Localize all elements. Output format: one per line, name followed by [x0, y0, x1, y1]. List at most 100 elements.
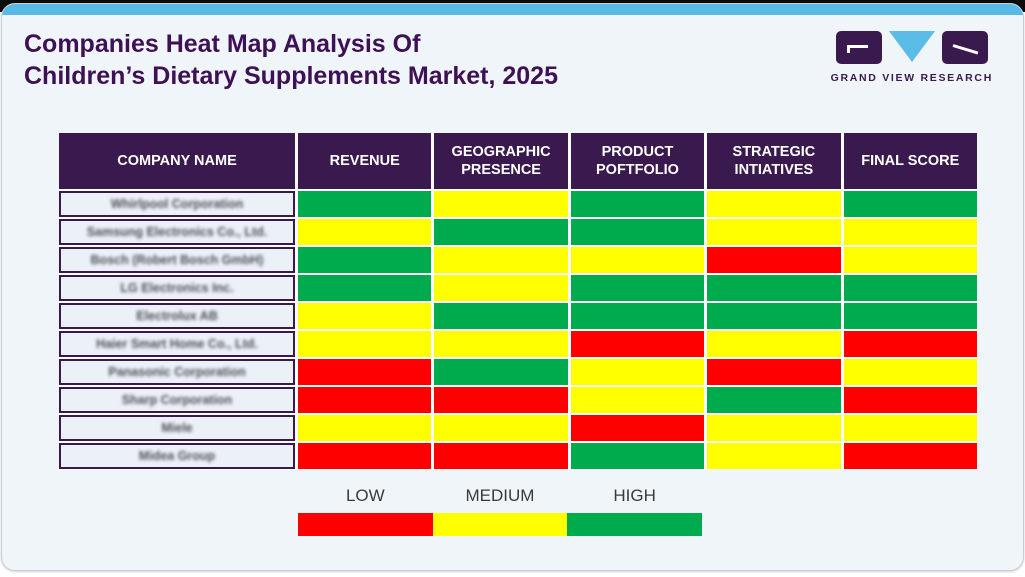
- column-header-product-poftfolio: PRODUCT POFTFOLIO: [570, 133, 705, 189]
- heat-cell-final-score-low: [843, 331, 977, 357]
- heat-cell-product-poftfolio-high: [570, 443, 705, 469]
- table-row: Whirlpool Corporation: [59, 190, 977, 218]
- accent-bar: [2, 4, 1023, 15]
- heat-cell-final-score-high: [843, 275, 977, 301]
- heat-cell-final-score-high: [843, 303, 977, 329]
- page-title: Companies Heat Map Analysis Of Children’…: [24, 28, 558, 92]
- company-name-cell: Samsung Electronics Co., Ltd.: [59, 219, 295, 245]
- company-name-cell: Miele: [59, 415, 295, 441]
- company-name: Bosch (Robert Bosch GmbH): [90, 253, 264, 267]
- table-row: Miele: [59, 414, 977, 442]
- heat-cell-geographic-presence-medium: [434, 415, 568, 441]
- heat-cell-strategic-intiatives-medium: [707, 415, 841, 441]
- logo-r-icon: [941, 31, 988, 64]
- legend-label-low: LOW: [345, 486, 385, 505]
- heat-cell-strategic-intiatives-high: [707, 387, 841, 413]
- heat-cell-revenue-medium: [298, 303, 432, 329]
- table-body: Whirlpool Corporation Samsung Electronics…: [59, 190, 977, 470]
- heat-cell-geographic-presence-high: [434, 219, 568, 245]
- heat-cell-geographic-presence-low: [434, 387, 568, 413]
- heat-cell-strategic-intiatives-high: [707, 275, 841, 301]
- page-title-line2: Children’s Dietary Supplements Market, 2…: [24, 62, 558, 90]
- table-row: Samsung Electronics Co., Ltd.: [59, 218, 977, 246]
- heat-cell-revenue-medium: [298, 331, 432, 357]
- heat-cell-strategic-intiatives-medium: [707, 219, 841, 245]
- heat-cell-revenue-low: [298, 387, 432, 413]
- company-name-cell: LG Electronics Inc.: [59, 275, 295, 301]
- header-row: Companies Heat Map Analysis Of Children’…: [2, 15, 1023, 92]
- heat-cell-final-score-medium: [843, 219, 977, 245]
- heat-cell-product-poftfolio-medium: [570, 247, 705, 273]
- heat-cell-product-poftfolio-medium: [570, 387, 705, 413]
- table-row: Sharp Corporation: [59, 386, 977, 414]
- column-header-final-score: FINAL SCORE: [843, 133, 977, 189]
- company-name-cell: Sharp Corporation: [59, 387, 295, 413]
- heat-cell-final-score-high: [843, 191, 977, 217]
- heat-cell-geographic-presence-medium: [434, 191, 568, 217]
- heat-cell-product-poftfolio-medium: [570, 359, 705, 385]
- legend-label-medium: MEDIUM: [465, 486, 535, 505]
- legend: LOW MEDIUM HIGH: [298, 486, 702, 536]
- page-title-line1: Companies Heat Map Analysis Of: [24, 30, 421, 58]
- legend-swatch-medium: [432, 513, 568, 536]
- column-header-revenue: REVENUE: [298, 133, 432, 189]
- heat-cell-geographic-presence-high: [434, 303, 568, 329]
- heat-cell-product-poftfolio-high: [570, 303, 705, 329]
- heat-cell-revenue-high: [298, 275, 432, 301]
- company-name: Sharp Corporation: [121, 393, 233, 407]
- table-row: Midea Group: [59, 442, 977, 470]
- column-header-geographic-presence: GEOGRAPHIC PRESENCE: [434, 133, 568, 189]
- heat-cell-strategic-intiatives-low: [707, 247, 841, 273]
- heat-cell-product-poftfolio-high: [570, 275, 705, 301]
- report-card: Companies Heat Map Analysis Of Children’…: [1, 3, 1024, 571]
- company-name: Electrolux AB: [136, 309, 218, 323]
- legend-labels: LOW MEDIUM HIGH: [298, 486, 702, 506]
- heat-cell-revenue-medium: [298, 415, 432, 441]
- heat-cell-geographic-presence-high: [434, 359, 568, 385]
- legend-swatch-low: [298, 513, 433, 536]
- heat-cell-final-score-medium: [843, 359, 977, 385]
- company-name-cell: Midea Group: [59, 443, 295, 469]
- company-name: Midea Group: [138, 449, 216, 463]
- heat-cell-strategic-intiatives-medium: [707, 331, 841, 357]
- heat-cell-strategic-intiatives-medium: [707, 443, 841, 469]
- heat-cell-strategic-intiatives-low: [707, 359, 841, 385]
- logo-v-icon: [888, 31, 935, 62]
- heat-cell-strategic-intiatives-high: [707, 303, 841, 329]
- logo-wordmark: GRAND VIEW RESEARCH: [830, 72, 993, 84]
- heat-cell-final-score-low: [843, 443, 977, 469]
- heat-cell-revenue-low: [298, 443, 432, 469]
- logo-g-icon: [835, 31, 882, 64]
- heat-cell-revenue-high: [298, 247, 432, 273]
- heat-cell-revenue-medium: [298, 219, 432, 245]
- column-header-strategic-intiatives: STRATEGIC INTIATIVES: [707, 133, 841, 189]
- heat-cell-revenue-high: [298, 191, 432, 217]
- company-name: Miele: [161, 421, 193, 435]
- company-name: LG Electronics Inc.: [120, 281, 234, 295]
- heat-cell-geographic-presence-low: [434, 443, 568, 469]
- company-name: Samsung Electronics Co., Ltd.: [86, 225, 268, 239]
- heat-cell-product-poftfolio-low: [570, 331, 705, 357]
- heat-cell-product-poftfolio-high: [570, 219, 705, 245]
- company-name: Whirlpool Corporation: [110, 197, 244, 211]
- company-name: Panasonic Corporation: [108, 365, 246, 379]
- company-name-cell: Electrolux AB: [59, 303, 295, 329]
- legend-swatch-high: [567, 513, 702, 536]
- gvr-logo-shapes: [835, 31, 988, 64]
- company-name-cell: Bosch (Robert Bosch GmbH): [59, 247, 295, 273]
- heat-cell-geographic-presence-medium: [434, 331, 568, 357]
- table-row: LG Electronics Inc.: [59, 274, 977, 302]
- heat-cell-final-score-low: [843, 387, 977, 413]
- heat-cell-geographic-presence-medium: [434, 247, 568, 273]
- gvr-logo: GRAND VIEW RESEARCH: [831, 31, 993, 84]
- company-name-cell: Haier Smart Home Co., Ltd.: [59, 331, 295, 357]
- heat-cell-product-poftfolio-low: [570, 415, 705, 441]
- heat-cell-product-poftfolio-high: [570, 191, 705, 217]
- legend-bar: [298, 513, 702, 536]
- legend-label-high: HIGH: [613, 486, 656, 505]
- table-row: Bosch (Robert Bosch GmbH): [59, 246, 977, 274]
- table-row: Haier Smart Home Co., Ltd.: [59, 330, 977, 358]
- heat-cell-final-score-medium: [843, 415, 977, 441]
- table-header-row: COMPANY NAME REVENUE GEOGRAPHIC PRESENCE PR…: [59, 133, 977, 189]
- company-name-cell: Whirlpool Corporation: [59, 191, 295, 217]
